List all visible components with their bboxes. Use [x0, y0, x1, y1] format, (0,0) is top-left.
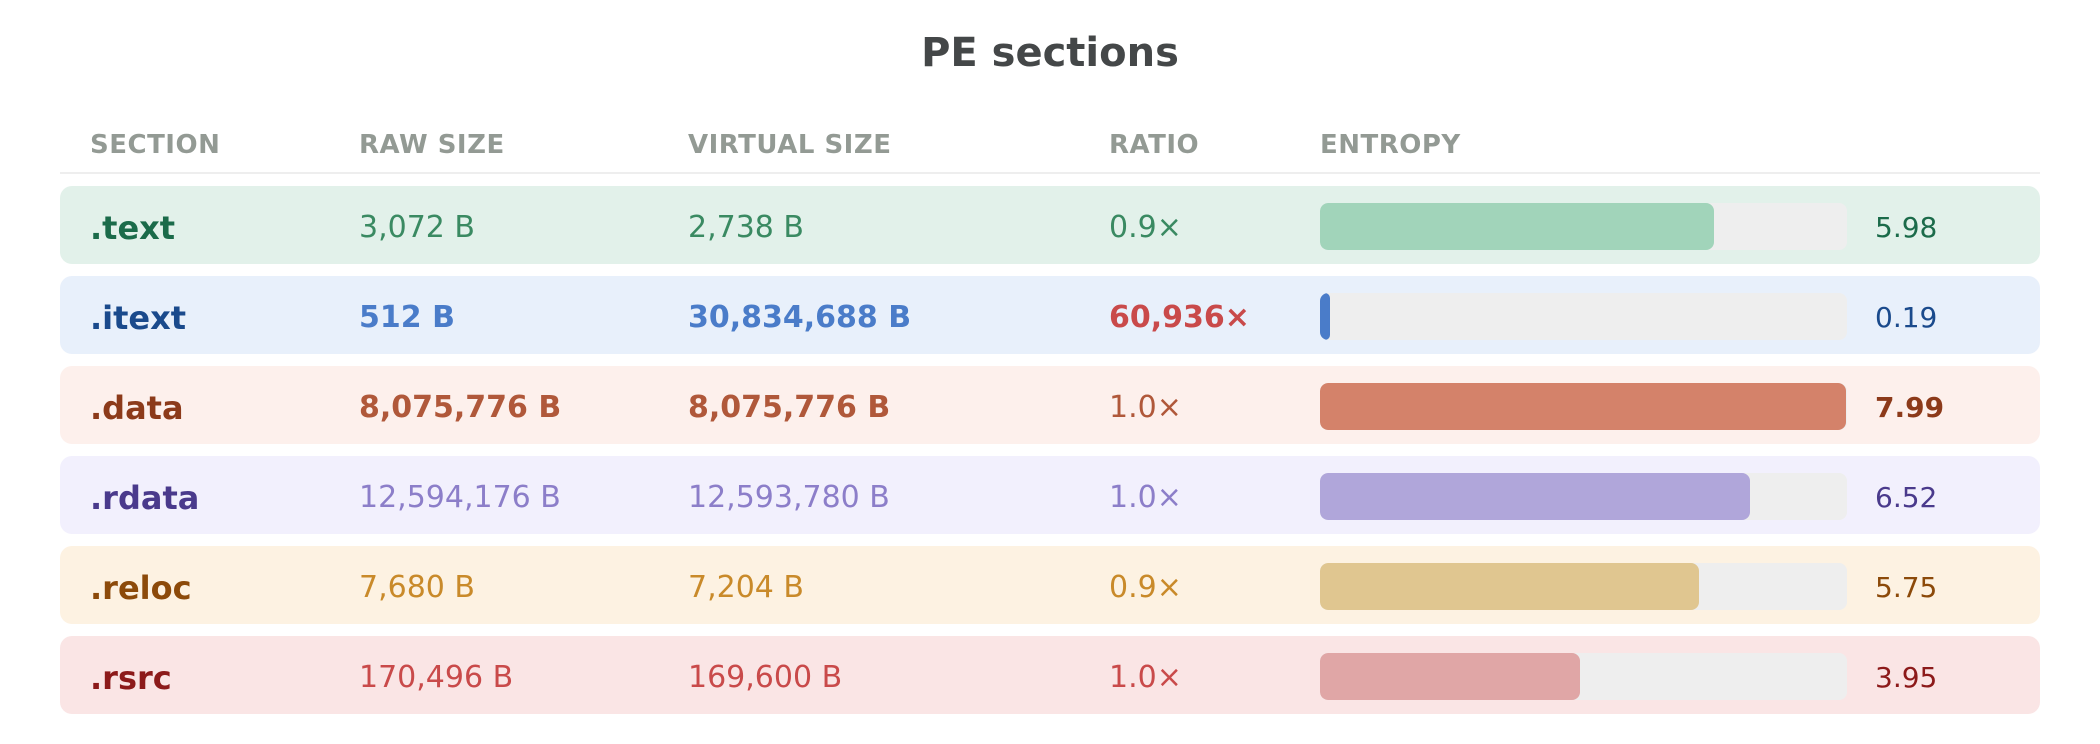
entropy-bar [1320, 473, 1847, 520]
entropy-bar-fill [1320, 383, 1847, 430]
virtual-size: 169,600 B [688, 660, 843, 695]
raw-size: 7,680 B [359, 570, 476, 605]
ratio: 0.9× [1109, 210, 1182, 245]
virtual-size: 7,204 B [688, 570, 805, 605]
section-name: .rdata [90, 479, 200, 517]
entropy-bar [1320, 293, 1847, 340]
virtual-size: 12,593,780 B [688, 480, 890, 515]
ratio: 60,936× [1109, 300, 1250, 335]
table-row: .reloc 7,680 B 7,204 B 0.9× 5.75 [60, 546, 2040, 624]
table-row: .itext 512 B 30,834,688 B 60,936× 0.19 [60, 276, 2040, 354]
entropy-bar [1320, 383, 1847, 430]
section-name: .data [90, 389, 184, 427]
raw-size: 8,075,776 B [359, 390, 562, 425]
raw-size: 12,594,176 B [359, 480, 561, 515]
ratio: 0.9× [1109, 570, 1182, 605]
header-raw-size: RAW SIZE [359, 130, 505, 160]
entropy-value: 3.95 [1875, 661, 1938, 694]
header-divider [60, 172, 2040, 174]
section-name: .reloc [90, 569, 192, 607]
section-name: .itext [90, 299, 187, 337]
entropy-bar-fill [1320, 293, 1330, 340]
raw-size: 170,496 B [359, 660, 514, 695]
section-name: .text [90, 209, 176, 247]
virtual-size: 30,834,688 B [688, 300, 912, 335]
entropy-value: 0.19 [1875, 301, 1938, 334]
entropy-value: 5.98 [1875, 211, 1938, 244]
header-entropy: ENTROPY [1320, 130, 1461, 160]
table-row: .rdata 12,594,176 B 12,593,780 B 1.0× 6.52 [60, 456, 2040, 534]
table-row: .text 3,072 B 2,738 B 0.9× 5.98 [60, 186, 2040, 264]
entropy-value: 5.75 [1875, 571, 1938, 604]
entropy-value: 7.99 [1875, 391, 1945, 424]
virtual-size: 2,738 B [688, 210, 805, 245]
entropy-value: 6.52 [1875, 481, 1938, 514]
raw-size: 512 B [359, 300, 455, 335]
table-row: .data 8,075,776 B 8,075,776 B 1.0× 7.99 [60, 366, 2040, 444]
entropy-bar-fill [1320, 653, 1581, 700]
section-name: .rsrc [90, 659, 172, 697]
entropy-bar-fill [1320, 473, 1750, 520]
page-title: PE sections [921, 30, 1179, 76]
table-row: .rsrc 170,496 B 169,600 B 1.0× 3.95 [60, 636, 2040, 714]
virtual-size: 8,075,776 B [688, 390, 891, 425]
header-ratio: RATIO [1109, 130, 1200, 160]
ratio: 1.0× [1109, 660, 1182, 695]
raw-size: 3,072 B [359, 210, 476, 245]
entropy-bar [1320, 203, 1847, 250]
entropy-bar [1320, 563, 1847, 610]
ratio: 1.0× [1109, 390, 1182, 425]
ratio: 1.0× [1109, 480, 1182, 515]
header-virtual-size: VIRTUAL SIZE [688, 130, 892, 160]
entropy-bar [1320, 653, 1847, 700]
header-section: SECTION [90, 130, 221, 160]
entropy-bar-fill [1320, 563, 1699, 610]
entropy-bar-fill [1320, 203, 1714, 250]
